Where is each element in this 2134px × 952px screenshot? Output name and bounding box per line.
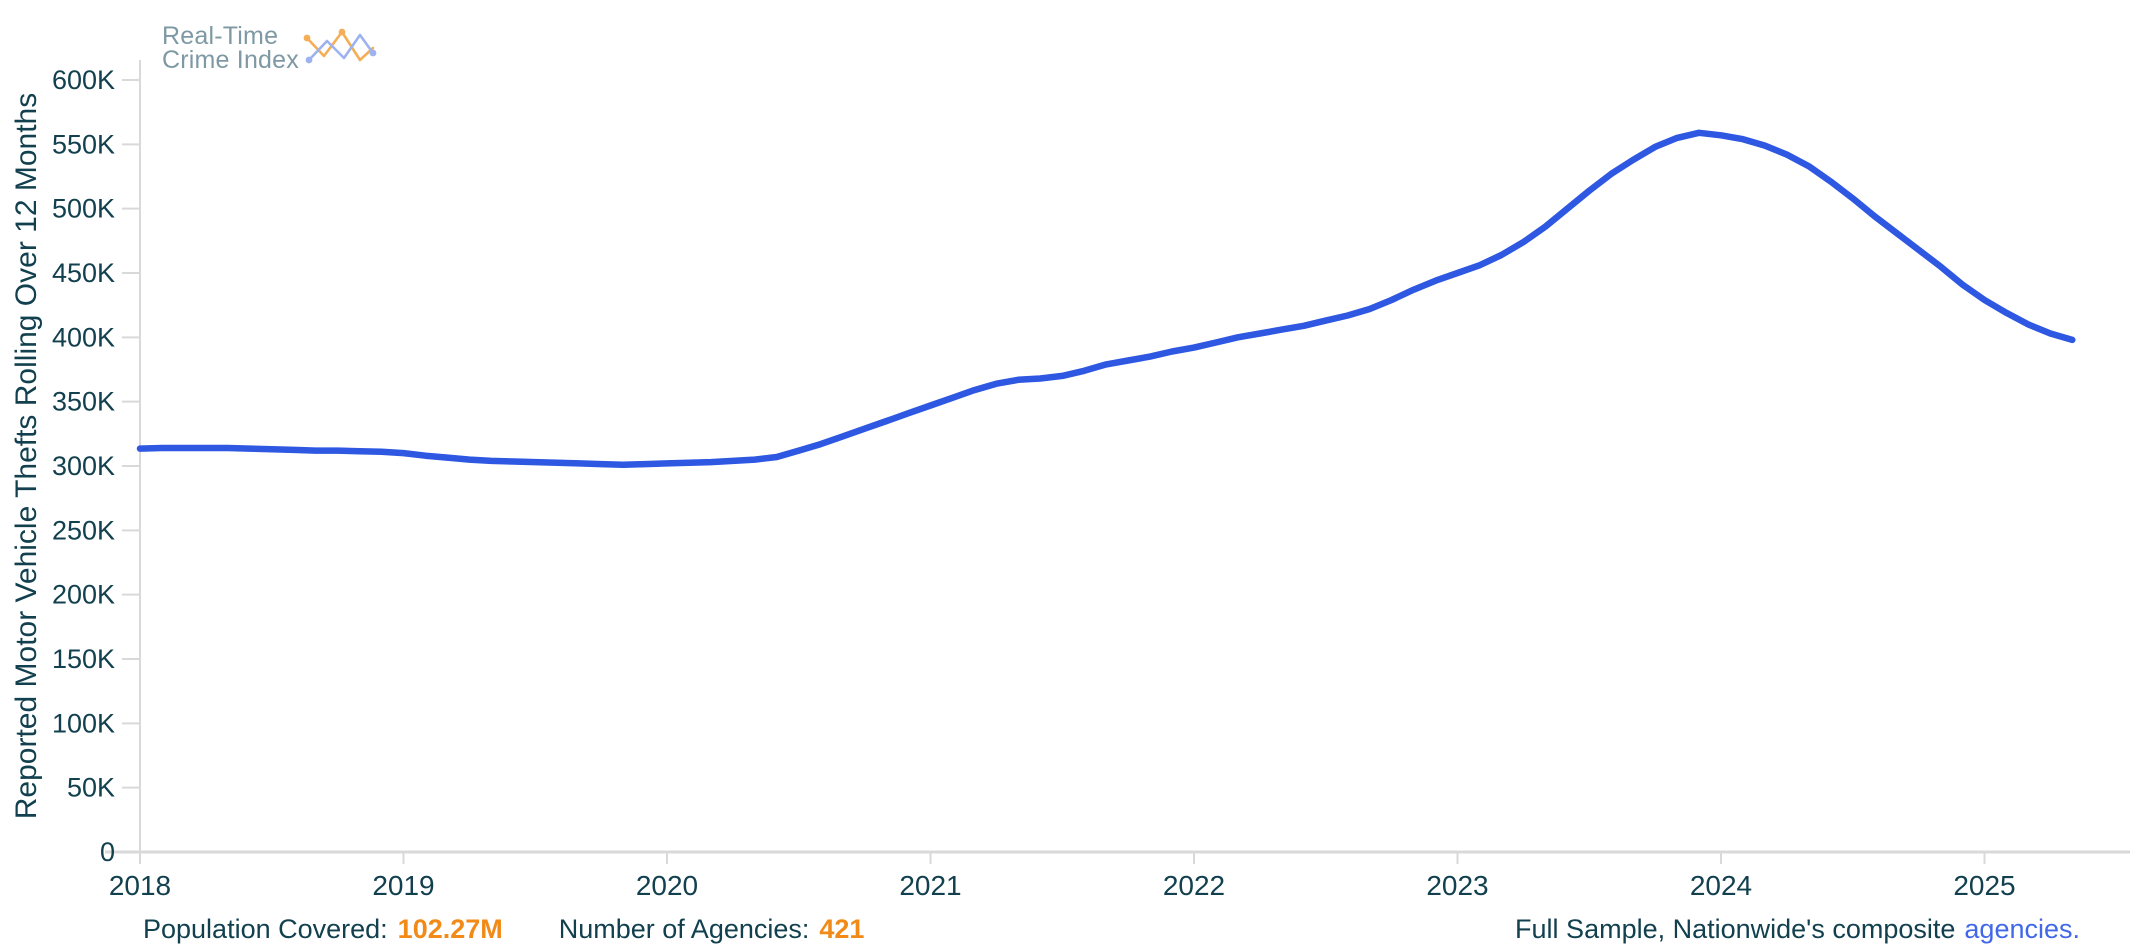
footer-stats: Population Covered: 102.27M Number of Age… — [143, 914, 864, 945]
rtci-logo-line1: Real-Time — [162, 22, 279, 50]
y-tick-label: 250K — [52, 515, 115, 545]
thefts-trend-line — [136, 129, 2076, 468]
population-covered-value: 102.27M — [397, 914, 503, 944]
chart-footer: Population Covered: 102.27M Number of Age… — [0, 908, 2134, 952]
number-of-agencies-label: Number of Agencies: — [558, 914, 810, 944]
sample-description: Full Sample, Nationwide's composite agenc… — [1515, 914, 2080, 945]
y-tick-label: 550K — [52, 129, 115, 159]
x-tick-label: 2023 — [1426, 870, 1488, 901]
y-tick-label: 400K — [52, 322, 115, 352]
x-tick-label: 2021 — [899, 870, 961, 901]
rtci-logo-line2: Crime Index — [162, 46, 299, 74]
x-tick-label: 2025 — [1953, 870, 2015, 901]
y-tick-label: 0 — [100, 837, 115, 867]
y-tick-label: 500K — [52, 194, 115, 224]
number-of-agencies-stat: Number of Agencies: 421 — [559, 914, 865, 945]
population-covered-label: Population Covered: — [143, 914, 388, 944]
rtci-logo-zigzag-chart-icon — [303, 28, 377, 64]
y-tick-label: 150K — [52, 644, 115, 674]
sample-description-text: Full Sample, Nationwide's composite — [1515, 914, 1956, 944]
y-tick-label: 300K — [52, 451, 115, 481]
x-tick-label: 2019 — [372, 870, 434, 901]
y-tick-label: 450K — [52, 258, 115, 288]
y-tick-label: 100K — [52, 708, 115, 738]
y-tick-label: 200K — [52, 580, 115, 610]
population-covered-stat: Population Covered: 102.27M — [143, 914, 503, 945]
x-axis-ticks: 2018 2019 2020 2021 2022 2023 2024 2025 — [109, 852, 2016, 901]
y-tick-label: 600K — [52, 65, 115, 95]
axes — [105, 60, 2130, 854]
x-tick-label: 2022 — [1163, 870, 1225, 901]
rtci-logo: Real-Time Crime Index — [162, 22, 377, 74]
y-tick-label: 350K — [52, 387, 115, 417]
x-tick-label: 2020 — [636, 870, 698, 901]
rtci-logo-text: Real-Time Crime Index — [162, 22, 299, 74]
y-axis-title: Reported Motor Vehicle Thefts Rolling Ov… — [10, 93, 43, 819]
x-tick-label: 2024 — [1690, 870, 1752, 901]
agencies-link[interactable]: agencies. — [1964, 914, 2080, 944]
number-of-agencies-value: 421 — [819, 914, 865, 944]
x-tick-label: 2018 — [109, 870, 171, 901]
y-axis-ticks: 0 50K 100K 150K 200K 250K 300K 350K 400K 450K 500K… — [52, 65, 140, 867]
y-tick-label: 50K — [67, 773, 115, 803]
